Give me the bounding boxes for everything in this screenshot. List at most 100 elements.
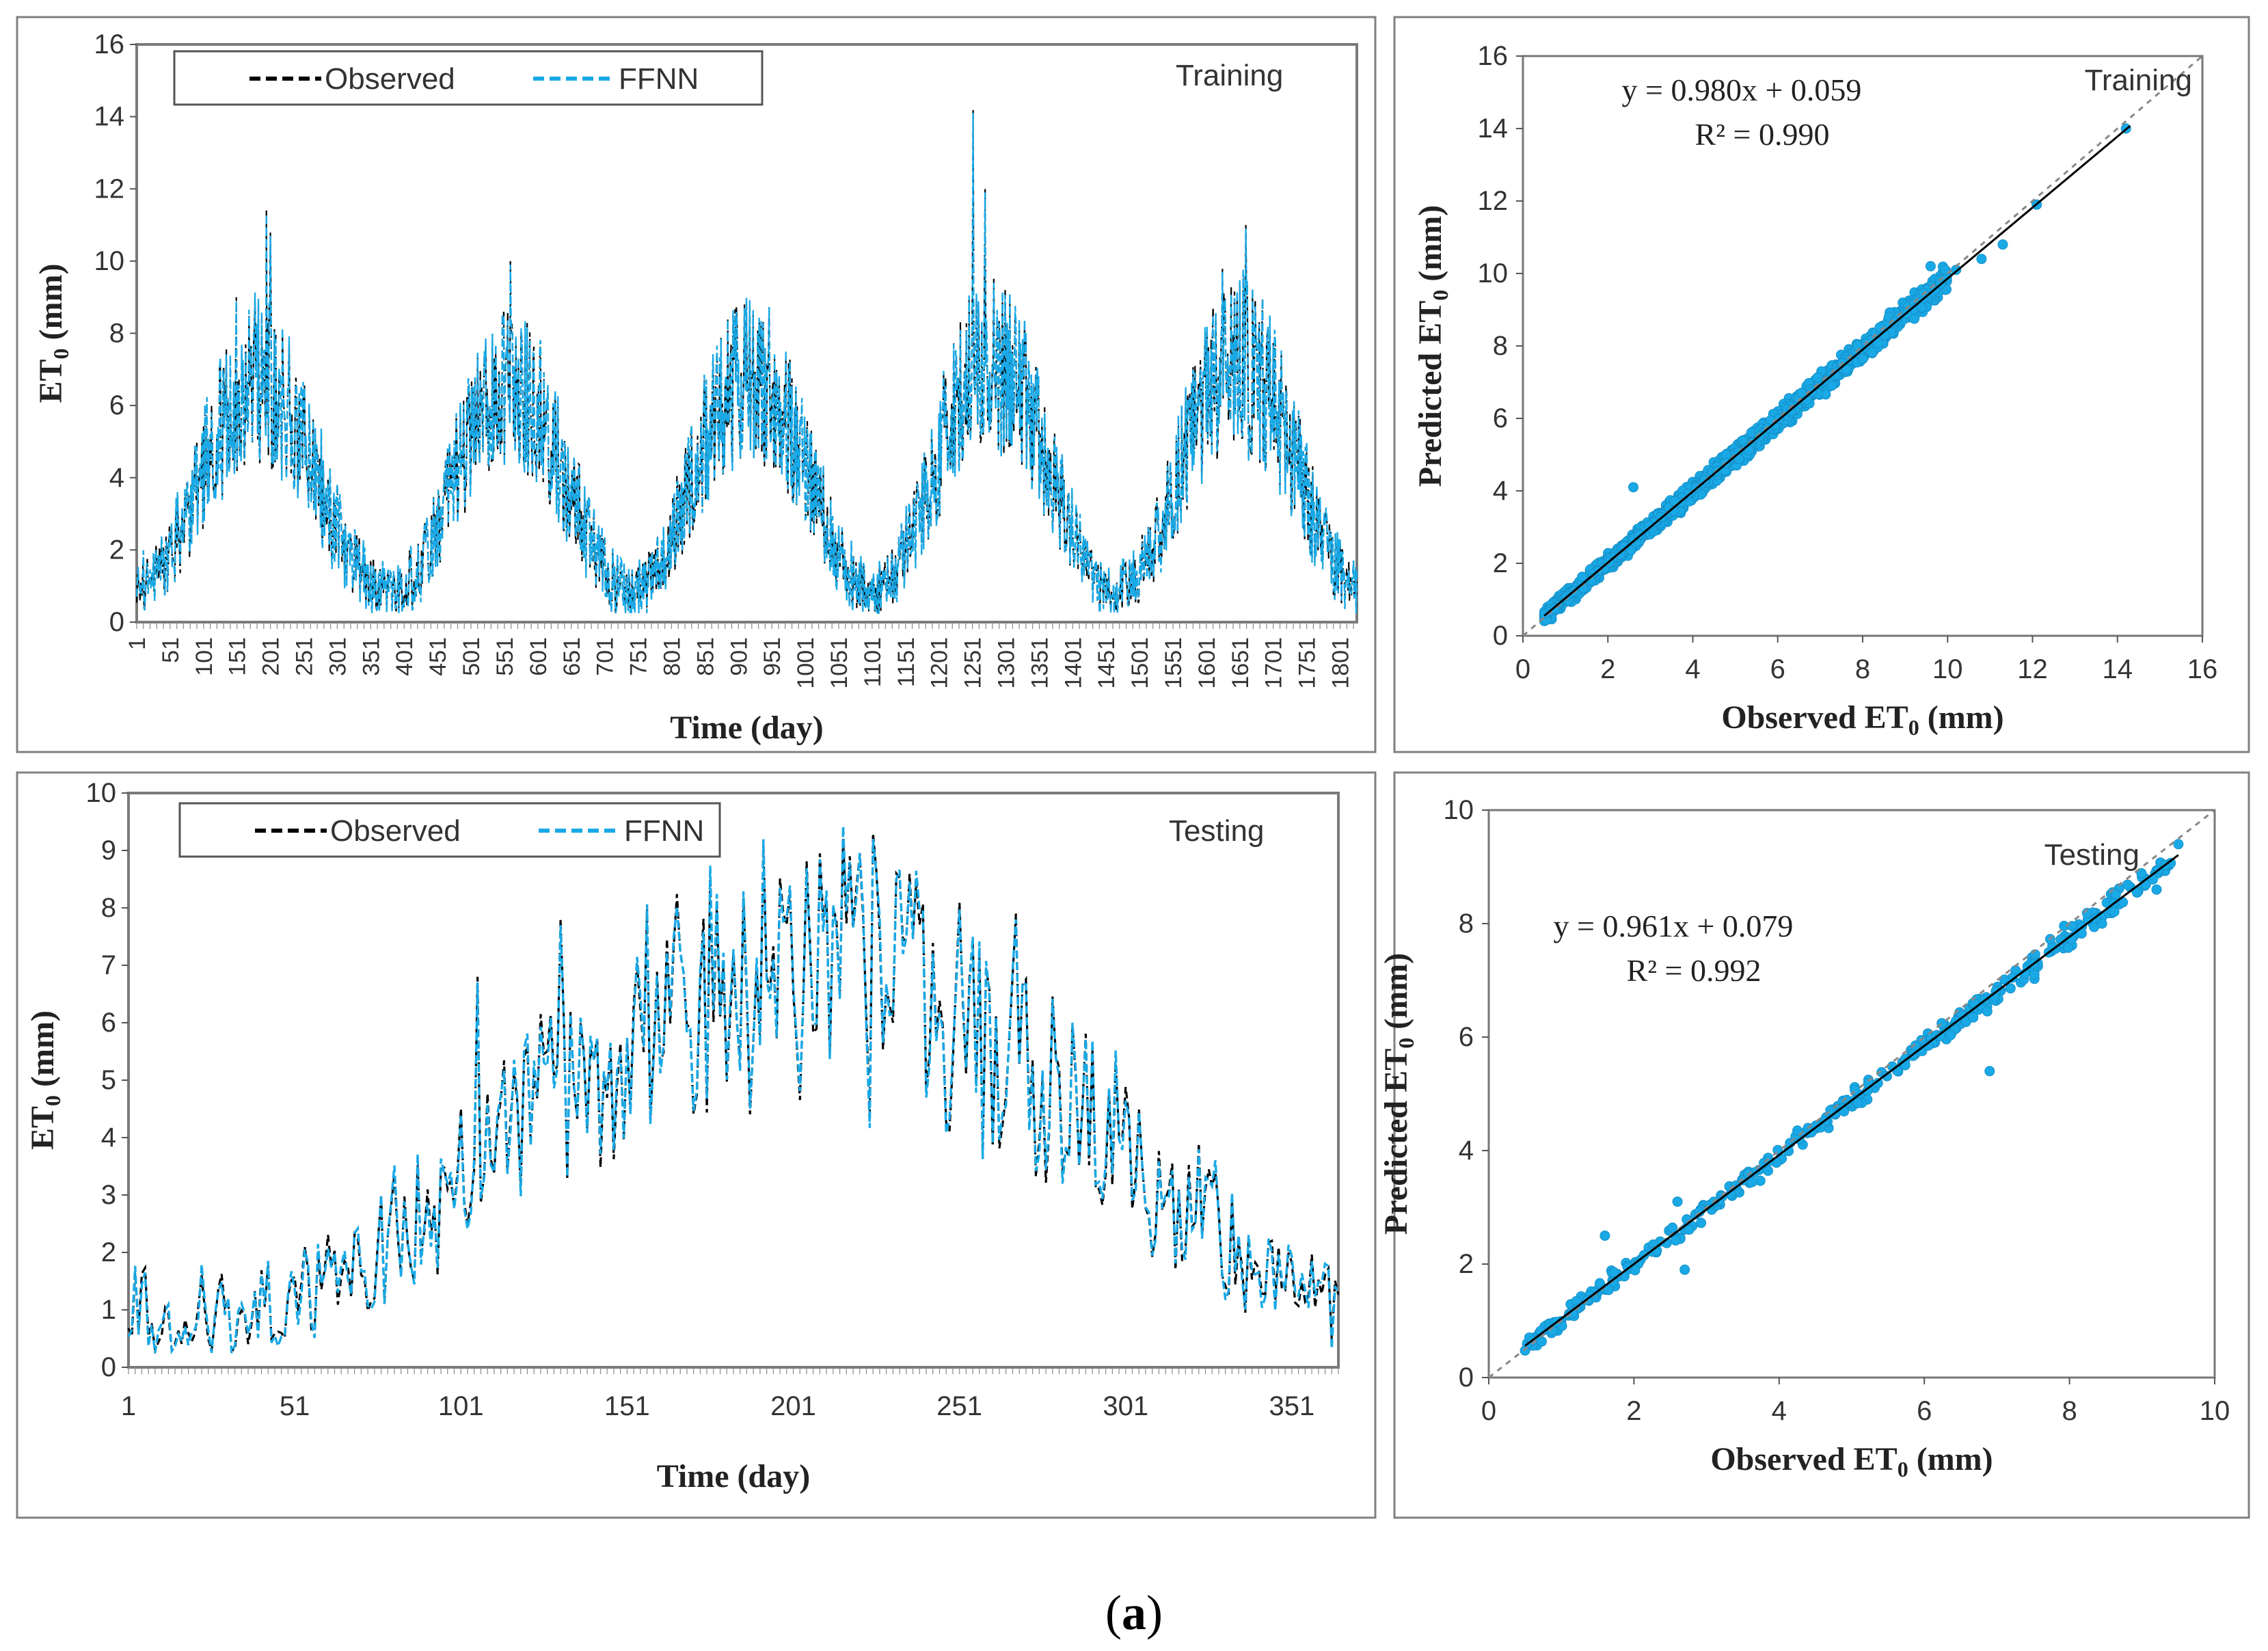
- series-ffnn-line: [127, 826, 1340, 1355]
- panel-training-scatter: 0 2 4 6 8 10 12 14 16 0 2 4 6 8 10 12 14 16 Observed ET0 (…: [1393, 16, 2250, 753]
- y-tick-label: 1: [101, 1295, 116, 1325]
- x-tick-label: 0: [1481, 1396, 1496, 1426]
- x-tick-label: 601: [526, 637, 552, 676]
- x-tick-label: 1351: [1027, 637, 1053, 689]
- scatter-point: [1984, 1066, 1995, 1077]
- r-squared-label: R² = 0.992: [1627, 953, 1761, 988]
- x-tick-label: 1601: [1194, 637, 1220, 689]
- x-tick-label: 1: [124, 637, 150, 650]
- panel-title: Testing: [2044, 838, 2139, 872]
- scatter-point: [2096, 918, 2107, 929]
- scatter-point: [1945, 1030, 1956, 1041]
- y-tick-label: 8: [1459, 909, 1474, 939]
- scatter-point: [1667, 1222, 1678, 1233]
- y-tick-label: 4: [101, 1123, 116, 1153]
- x-tick-label: 2: [1600, 654, 1615, 684]
- x-tick-label: 16: [2187, 654, 2218, 684]
- y-axis-label: Predicted ET0 (mm): [1378, 953, 1418, 1235]
- y-tick-label: 0: [1493, 621, 1508, 651]
- y-tick-label: 10: [1444, 795, 1474, 825]
- scatter-point: [1852, 340, 1863, 351]
- y-tick-label: 14: [94, 102, 125, 132]
- panel-title: Training: [1176, 59, 1283, 92]
- y-tick-label: 6: [1459, 1022, 1474, 1052]
- scatter-point: [1679, 1264, 1690, 1275]
- y-tick-label: 0: [1459, 1363, 1474, 1393]
- y-tick-label: 2: [109, 535, 124, 565]
- x-tick-label: 1051: [826, 637, 852, 689]
- scatter-point: [2131, 887, 2142, 898]
- panel-title: Training: [2085, 64, 2192, 97]
- x-tick-label: 201: [258, 637, 284, 676]
- x-tick-label: 751: [626, 637, 652, 676]
- y-axis-label: Predicted ET0 (mm): [1412, 205, 1453, 487]
- scatter-point: [2136, 868, 2147, 878]
- x-tick-label: 1551: [1161, 637, 1187, 689]
- y-tick-label: 2: [1459, 1249, 1474, 1279]
- x-axis-label: Time (day): [670, 710, 823, 746]
- scatter-point: [1594, 1278, 1605, 1289]
- y-tick-label: 14: [1478, 113, 1509, 144]
- y-tick-label: 6: [101, 1008, 116, 1038]
- scatter-point: [1696, 1218, 1707, 1229]
- x-tick-label: 8: [2062, 1396, 2077, 1426]
- scatter-point: [2029, 969, 2040, 980]
- x-tick-label: 1251: [960, 637, 986, 689]
- y-tick-label: 6: [1493, 403, 1508, 433]
- one-to-one-line: [1522, 55, 2203, 637]
- y-tick-label: 2: [101, 1237, 116, 1267]
- scatter-point: [1867, 347, 1878, 358]
- x-tick-label: 1401: [1060, 637, 1086, 689]
- x-tick-label: 10: [2200, 1396, 2230, 1426]
- x-tick-label: 701: [593, 637, 619, 676]
- x-tick-label: 51: [158, 637, 184, 663]
- y-tick-label: 4: [1493, 476, 1508, 506]
- y-tick-label: 8: [109, 319, 124, 349]
- y-tick-label: 16: [1478, 41, 1509, 71]
- x-tick-label: 501: [459, 637, 485, 676]
- scatter-point: [1603, 1285, 1614, 1296]
- scatter-point: [1909, 313, 1920, 324]
- scatter-point: [1910, 1040, 1921, 1051]
- x-tick-label: 2: [1626, 1396, 1641, 1426]
- x-tick-label: 451: [425, 637, 451, 676]
- x-tick-label: 1201: [927, 637, 953, 689]
- scatter-point: [1976, 254, 1987, 265]
- x-tick-label: 4: [1772, 1396, 1787, 1426]
- y-axis-label: ET0 (mm): [33, 264, 73, 403]
- y-tick-label: 10: [94, 246, 125, 276]
- scatter-point: [2110, 889, 2121, 900]
- x-tick-label: 251: [936, 1391, 982, 1421]
- scatter-point: [1917, 302, 1928, 313]
- caption-letter: a: [1122, 1585, 1146, 1640]
- scatter-point: [2109, 907, 2120, 917]
- x-tick-label: 1: [121, 1391, 136, 1421]
- x-tick-label: 0: [1515, 654, 1530, 684]
- x-axis-label: Time (day): [657, 1458, 810, 1494]
- x-tick-label: 1801: [1328, 637, 1354, 689]
- x-tick-label: 14: [2103, 654, 2133, 684]
- y-tick-label: 4: [109, 463, 124, 493]
- scatter-point: [1608, 1267, 1619, 1278]
- scatter-point: [1628, 482, 1638, 493]
- scatter-point: [1721, 449, 1732, 460]
- x-tick-label: 1451: [1094, 637, 1120, 689]
- x-tick-label: 1001: [793, 637, 819, 689]
- y-tick-label: 16: [94, 29, 125, 59]
- scatter-point: [1939, 265, 1950, 275]
- x-tick-label: 301: [1103, 1391, 1148, 1421]
- x-tick-label: 401: [392, 637, 418, 676]
- panel-testing-scatter: 0 2 4 6 8 10 0 2 4 6 8 10 Observed ET0 (mm) Predicted…: [1378, 771, 2250, 1519]
- x-tick-label: 51: [280, 1391, 310, 1421]
- y-tick-label: 7: [101, 950, 116, 980]
- scatter-point: [1537, 1336, 1547, 1347]
- x-tick-label: 6: [1917, 1396, 1932, 1426]
- y-tick-label: 8: [1493, 331, 1508, 361]
- legend-observed-label: Observed: [330, 814, 461, 848]
- x-tick-label: 8: [1855, 654, 1870, 684]
- x-tick-label: 801: [659, 637, 685, 676]
- series-ffnn-line: [135, 113, 1358, 614]
- x-tick-label: 10: [1932, 654, 1963, 684]
- scatter-point: [1882, 1071, 1892, 1082]
